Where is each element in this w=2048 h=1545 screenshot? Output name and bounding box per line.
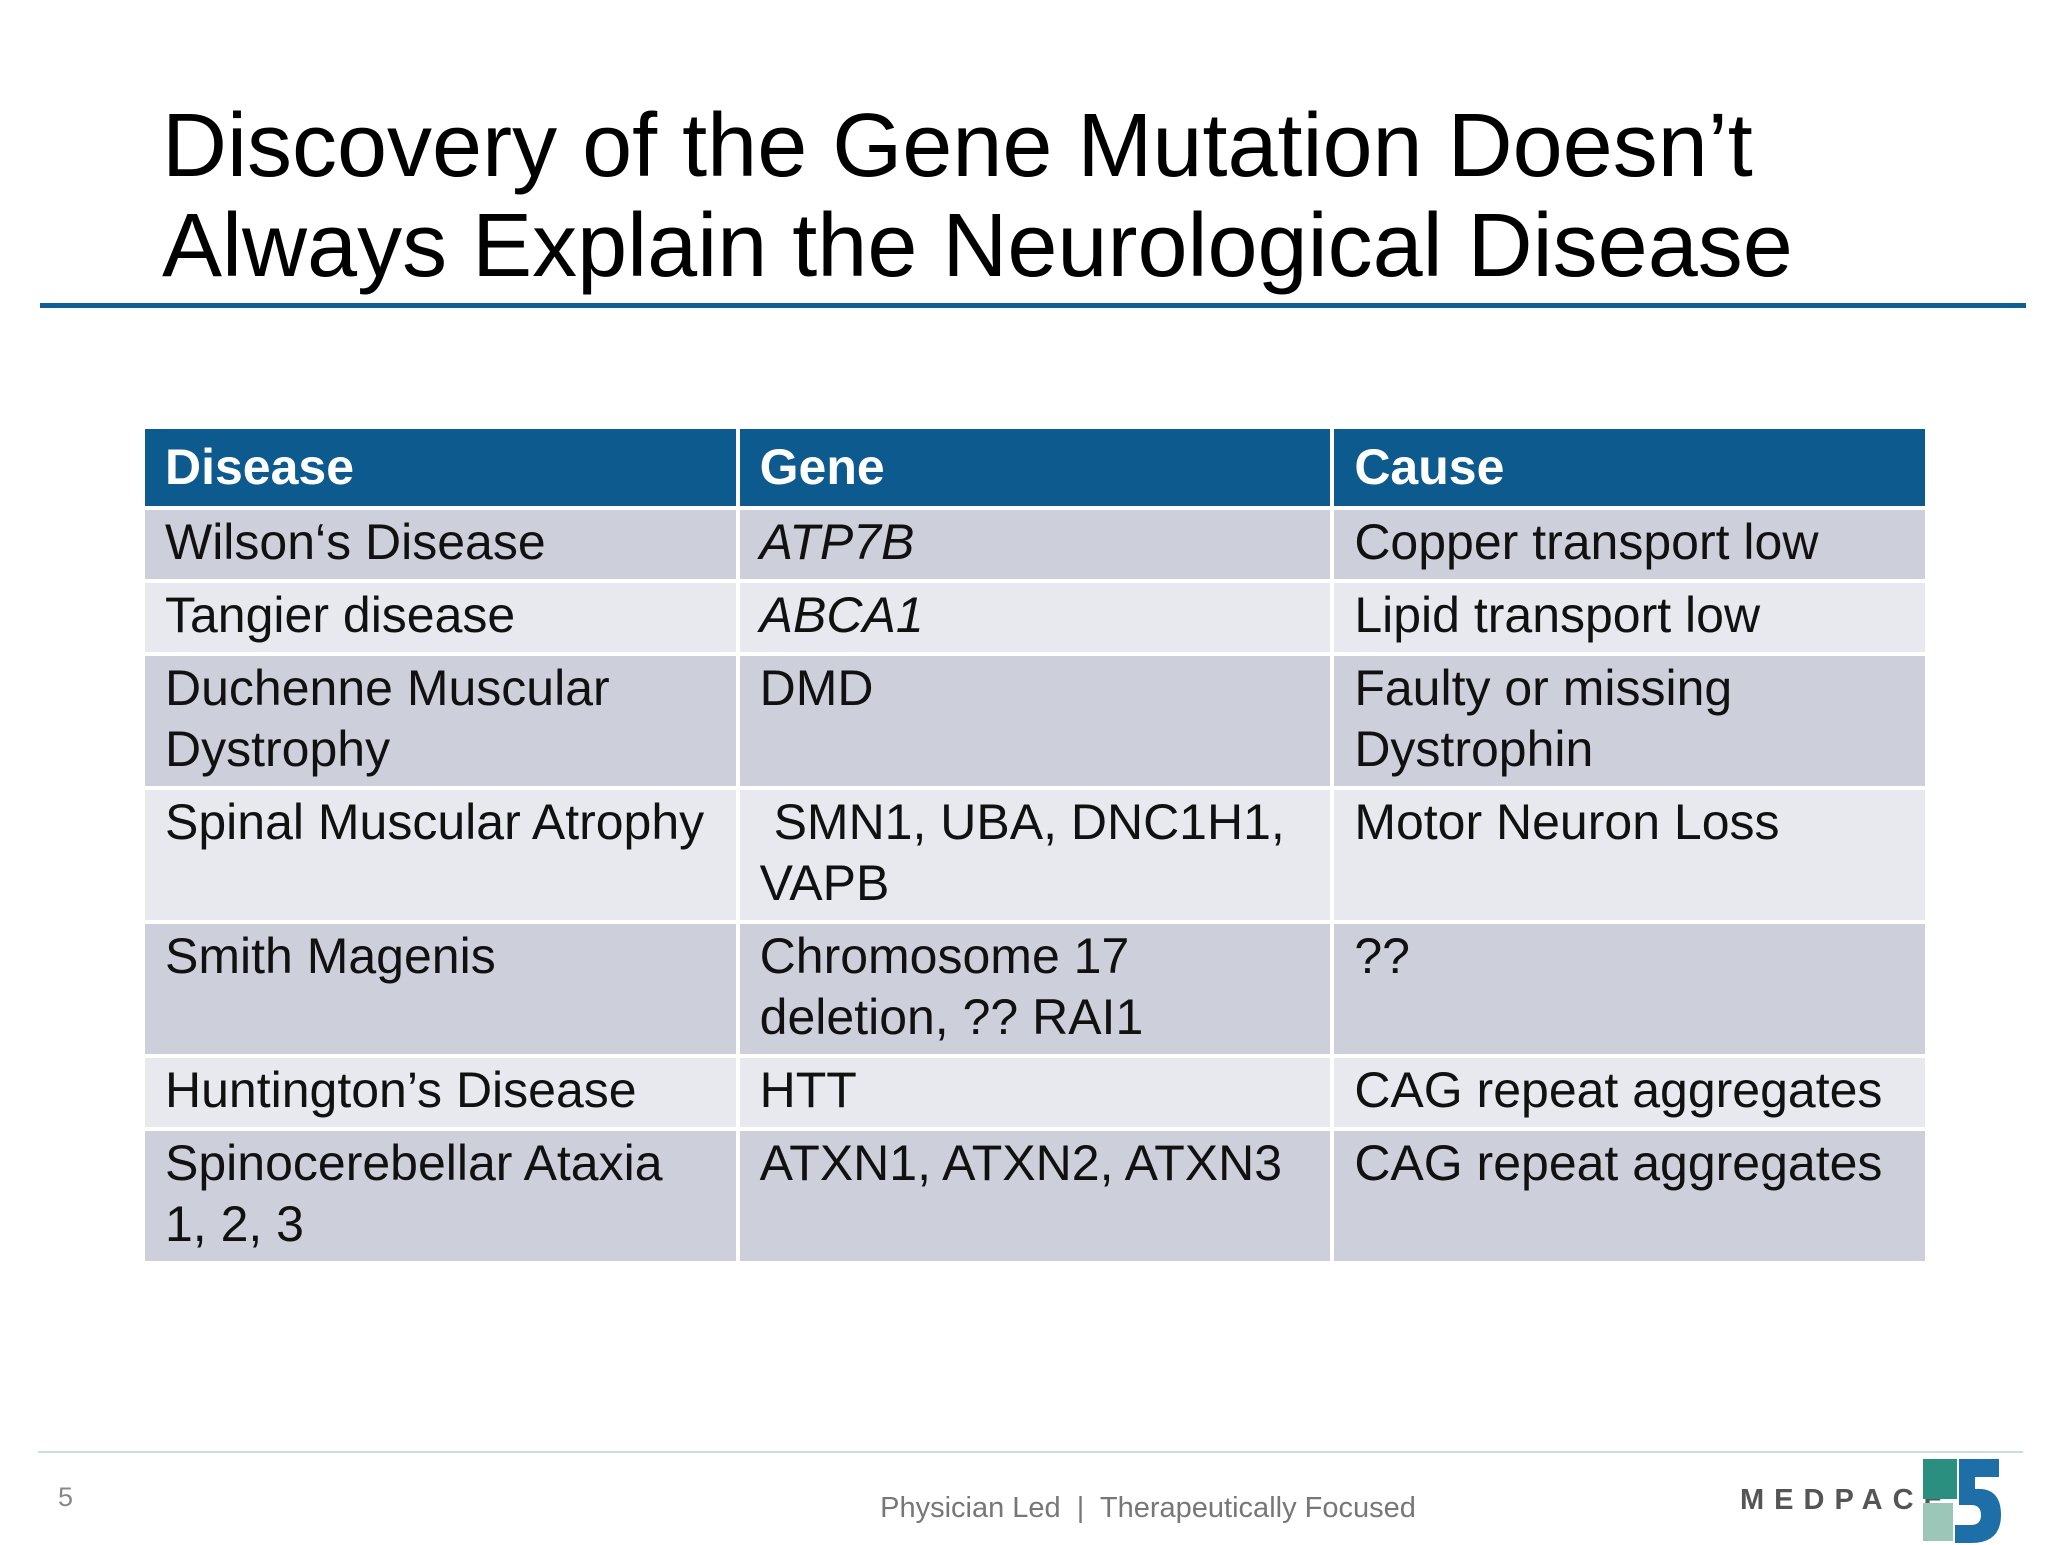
table-cell: Tangier disease <box>141 579 740 656</box>
table-row: Spinocerebellar Ataxia 1, 2, 3 ATXN1, ATX… <box>141 1127 1929 1265</box>
table-cell: Huntington’s Disease <box>141 1054 740 1131</box>
logo-text: MEDPACE <box>1740 1484 1953 1516</box>
gene-table: Disease Gene Cause Wilson‘s Disease ATP7B… <box>141 425 1929 1265</box>
table-row: Wilson‘s Disease ATP7B Copper transport lo… <box>141 506 1929 583</box>
header-cell: Cause <box>1330 425 1929 510</box>
table-cell: Duchenne Muscular Dystrophy <box>141 652 740 790</box>
title-rule <box>40 303 2026 308</box>
table-cell: ATP7B <box>735 506 1335 583</box>
table-cell: ?? <box>1330 920 1929 1058</box>
table-row: Smith Magenis Chromosome 17 deletion, ?? … <box>141 920 1929 1058</box>
table-cell: Faulty or missing Dystrophin <box>1330 652 1929 790</box>
table-cell: HTT <box>735 1054 1335 1131</box>
table-row: Spinal Muscular Atrophy SMN1, UBA, DNC1H… <box>141 786 1929 924</box>
table-cell: Spinocerebellar Ataxia 1, 2, 3 <box>141 1127 740 1265</box>
table-cell: DMD <box>735 652 1335 790</box>
table-cell: Motor Neuron Loss <box>1330 786 1929 924</box>
table-cell: Smith Magenis <box>141 920 740 1058</box>
table-cell: Copper transport low <box>1330 506 1929 583</box>
header-cell: Disease <box>141 425 740 510</box>
header-cell: Gene <box>735 425 1335 510</box>
table-cell: CAG repeat aggregates <box>1330 1127 1929 1265</box>
slide-title: Discovery of the Gene Mutation Doesn’t A… <box>162 96 1793 296</box>
logo-shape <box>1955 1459 2001 1543</box>
table-cell: ABCA1 <box>735 579 1335 656</box>
title-line: Always Explain the Neurological Disease <box>162 196 1793 296</box>
logo-shape <box>1923 1503 1953 1541</box>
table-cell: Lipid transport low <box>1330 579 1929 656</box>
logo-shape <box>1923 1459 1957 1499</box>
page-number: 5 <box>58 1482 74 1512</box>
table-cell: Chromosome 17 deletion, ?? RAI1 <box>735 920 1335 1058</box>
logo-mark <box>1923 1459 2001 1543</box>
table-row: Tangier disease ABCA1 Lipid transport low <box>141 579 1929 656</box>
table-cell: SMN1, UBA, DNC1H1, VAPB <box>735 786 1335 924</box>
footer-tagline: Physician Led | Therapeutically Focused <box>880 1492 1416 1524</box>
footer-rule <box>38 1451 2023 1453</box>
header-row: Disease Gene Cause <box>141 425 1929 510</box>
title-line: Discovery of the Gene Mutation Doesn’t <box>162 96 1753 196</box>
table-row: Duchenne Muscular Dystrophy DMD Faulty or … <box>141 652 1929 790</box>
table-cell: ATXN1, ATXN2, ATXN3 <box>735 1127 1335 1265</box>
table-cell: Wilson‘s Disease <box>141 506 740 583</box>
table-cell: CAG repeat aggregates <box>1330 1054 1929 1131</box>
table-row: Huntington’s Disease HTT CAG repeat aggreg… <box>141 1054 1929 1131</box>
table-cell: Spinal Muscular Atrophy <box>141 786 740 924</box>
